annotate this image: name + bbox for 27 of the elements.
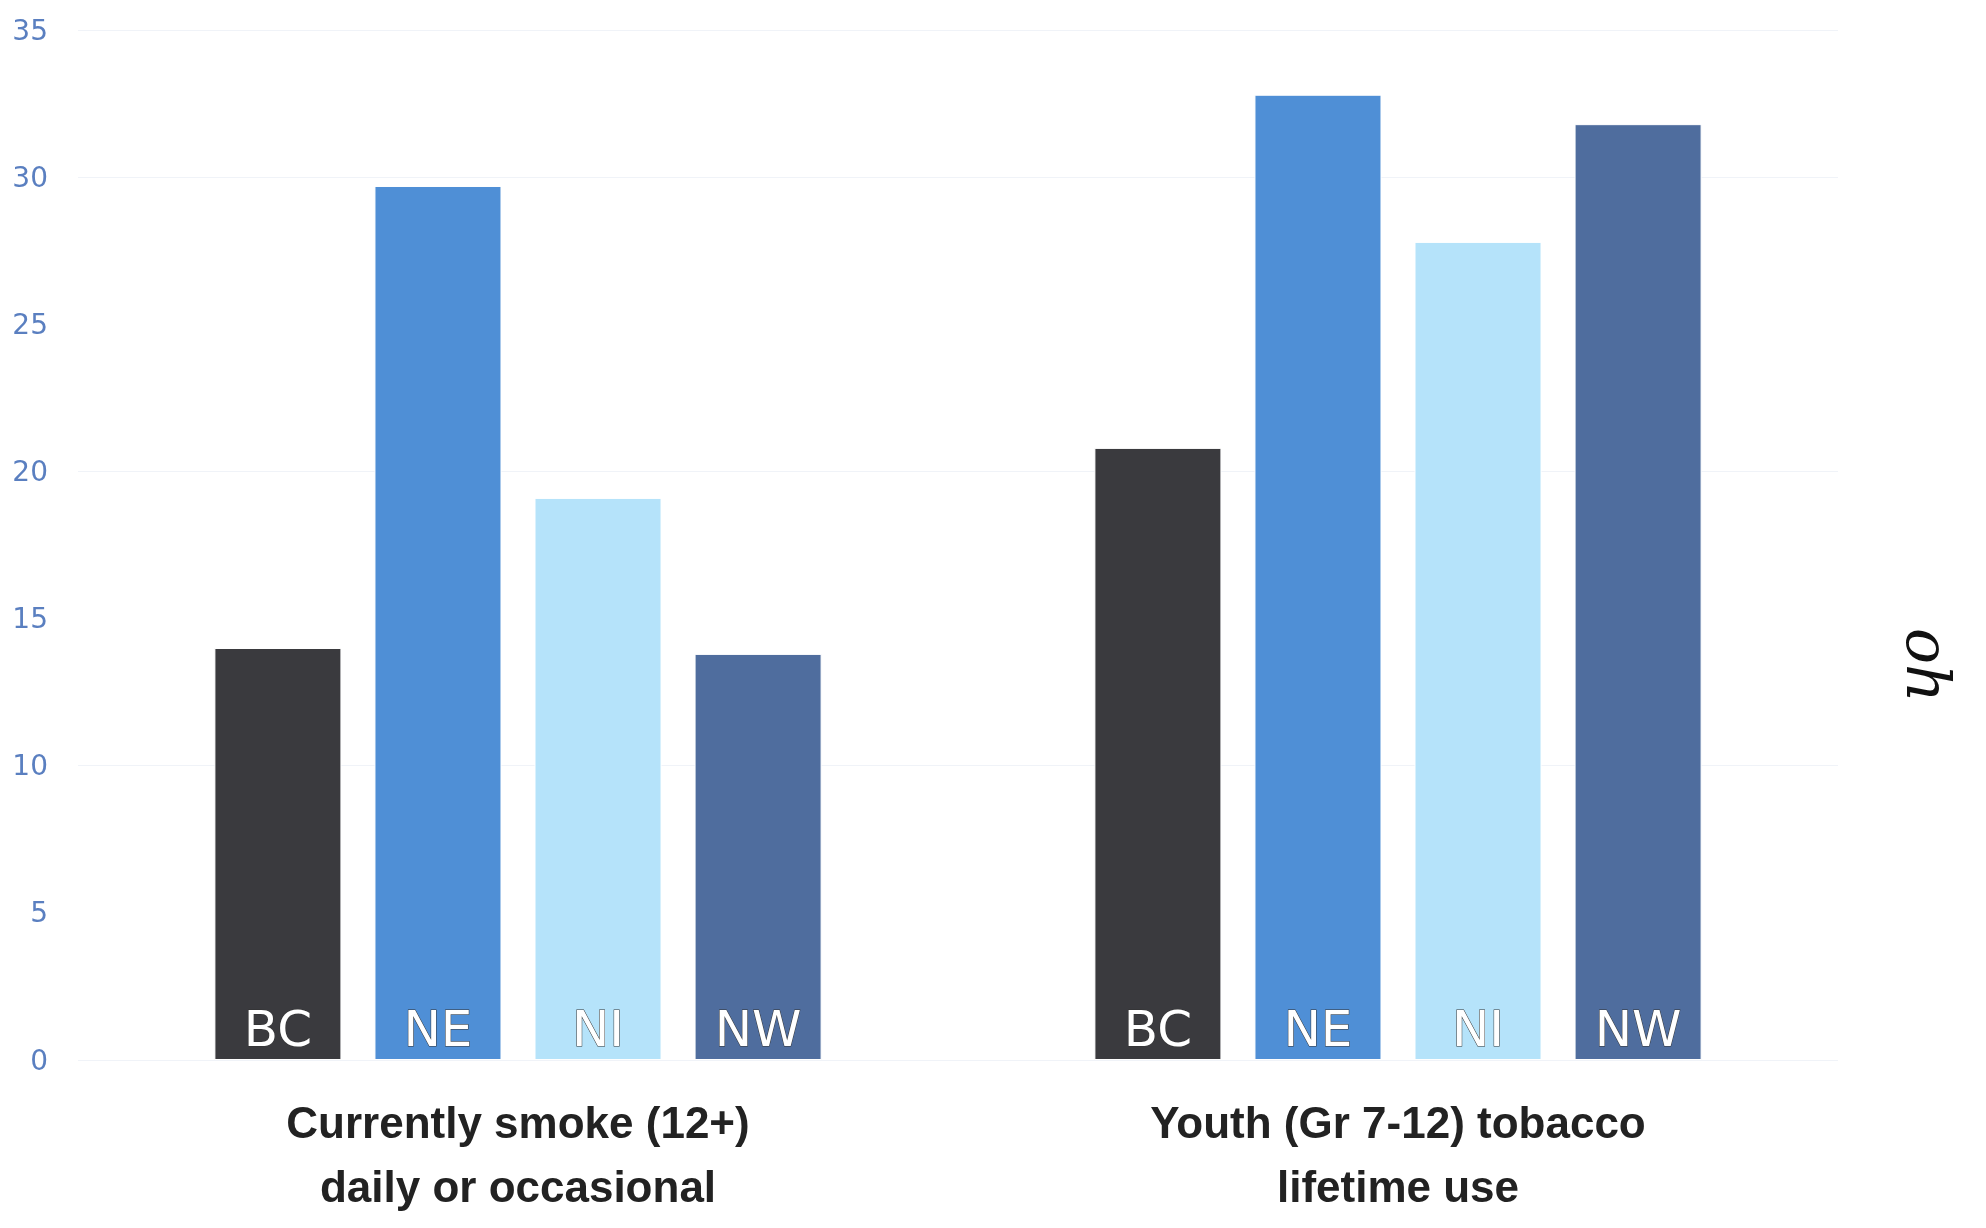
y-tick-label: 15: [12, 602, 48, 636]
bar: [1574, 124, 1702, 1060]
series-label: NE: [403, 1000, 473, 1058]
bar: [1414, 241, 1542, 1060]
y-tick-label: 25: [12, 307, 48, 341]
text: NE: [1283, 1000, 1353, 1058]
bar: [534, 497, 662, 1060]
y-tick-label: 10: [12, 749, 48, 783]
bar: [374, 185, 502, 1060]
y-tick-label: 20: [12, 454, 48, 488]
y-tick-label: 30: [12, 160, 48, 194]
series-label: BC: [243, 1000, 313, 1058]
text: NW: [1594, 1000, 1682, 1058]
bar: [214, 648, 342, 1060]
series-label: NW: [714, 1000, 802, 1058]
series-label: NI: [571, 1000, 625, 1058]
bar: [1254, 94, 1382, 1060]
text: BC: [1123, 1000, 1193, 1058]
bar: [694, 653, 822, 1060]
text: oh: [1893, 628, 1963, 703]
text: NI: [1451, 1000, 1505, 1058]
x-tick-label: Currently smoke (12+) daily or occasional: [286, 1097, 750, 1211]
y-tick-label: 35: [12, 13, 48, 47]
y-tick-label: 0: [30, 1043, 48, 1077]
y-tick-label: 5: [30, 896, 48, 930]
x-tick-label: Youth (Gr 7-12) tobacco lifetime use: [1150, 1097, 1646, 1211]
bar: [1094, 447, 1222, 1060]
